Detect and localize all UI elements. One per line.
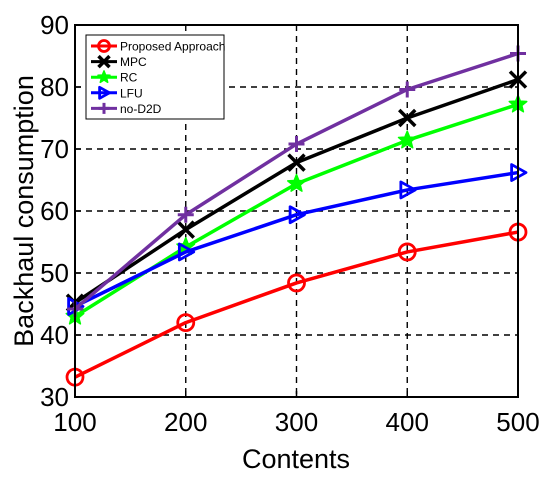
x-tick-label: 100 bbox=[53, 407, 96, 437]
y-axis-label: Backhaul consumption bbox=[9, 75, 39, 347]
y-tick-label: 40 bbox=[40, 320, 69, 350]
x-tick-label: 400 bbox=[386, 407, 429, 437]
data-point bbox=[176, 313, 196, 333]
data-point bbox=[177, 242, 196, 262]
data-point bbox=[177, 206, 194, 223]
data-point bbox=[287, 273, 306, 293]
data-point bbox=[287, 153, 306, 172]
legend-marker bbox=[97, 70, 111, 84]
legend-entry: LFU bbox=[91, 85, 143, 100]
data-point bbox=[287, 173, 306, 192]
y-tick-label: 50 bbox=[40, 258, 69, 288]
data-point bbox=[288, 136, 305, 153]
legend-marker bbox=[97, 39, 111, 53]
legend-marker bbox=[98, 85, 111, 100]
y-tick-label: 30 bbox=[40, 382, 69, 412]
data-point bbox=[397, 242, 417, 262]
data-point bbox=[399, 180, 417, 200]
x-tick-label: 500 bbox=[496, 407, 539, 437]
legend-entry: no-D2D bbox=[91, 102, 162, 116]
data-point bbox=[398, 108, 417, 128]
data-point bbox=[288, 205, 306, 225]
data-point bbox=[176, 220, 195, 239]
y-tick-label: 60 bbox=[40, 196, 69, 226]
legend-entry: MPC bbox=[91, 54, 147, 69]
legend-marker bbox=[97, 54, 111, 69]
legend-entry: Proposed Approach bbox=[91, 39, 225, 54]
legend-label: RC bbox=[120, 71, 138, 85]
legend-marker bbox=[98, 102, 110, 114]
data-point bbox=[397, 130, 417, 149]
legend-label: LFU bbox=[120, 86, 143, 100]
series-line bbox=[74, 230, 519, 379]
legend-label: MPC bbox=[120, 55, 147, 69]
legend-label: Proposed Approach bbox=[120, 40, 225, 54]
y-tick-label: 80 bbox=[40, 72, 69, 102]
axis-ticks: 100 200 300 400 500 30 40 50 60 70 80 90 bbox=[40, 10, 540, 437]
x-axis-label: Contents bbox=[242, 444, 350, 474]
legend-label: no-D2D bbox=[120, 102, 162, 116]
legend-entry: RC bbox=[91, 70, 138, 85]
x-tick-label: 300 bbox=[275, 407, 318, 437]
y-tick-label: 70 bbox=[40, 134, 69, 164]
y-tick-label: 90 bbox=[40, 10, 69, 40]
data-point bbox=[399, 81, 416, 98]
series-line bbox=[74, 170, 519, 309]
x-tick-label: 200 bbox=[164, 407, 207, 437]
